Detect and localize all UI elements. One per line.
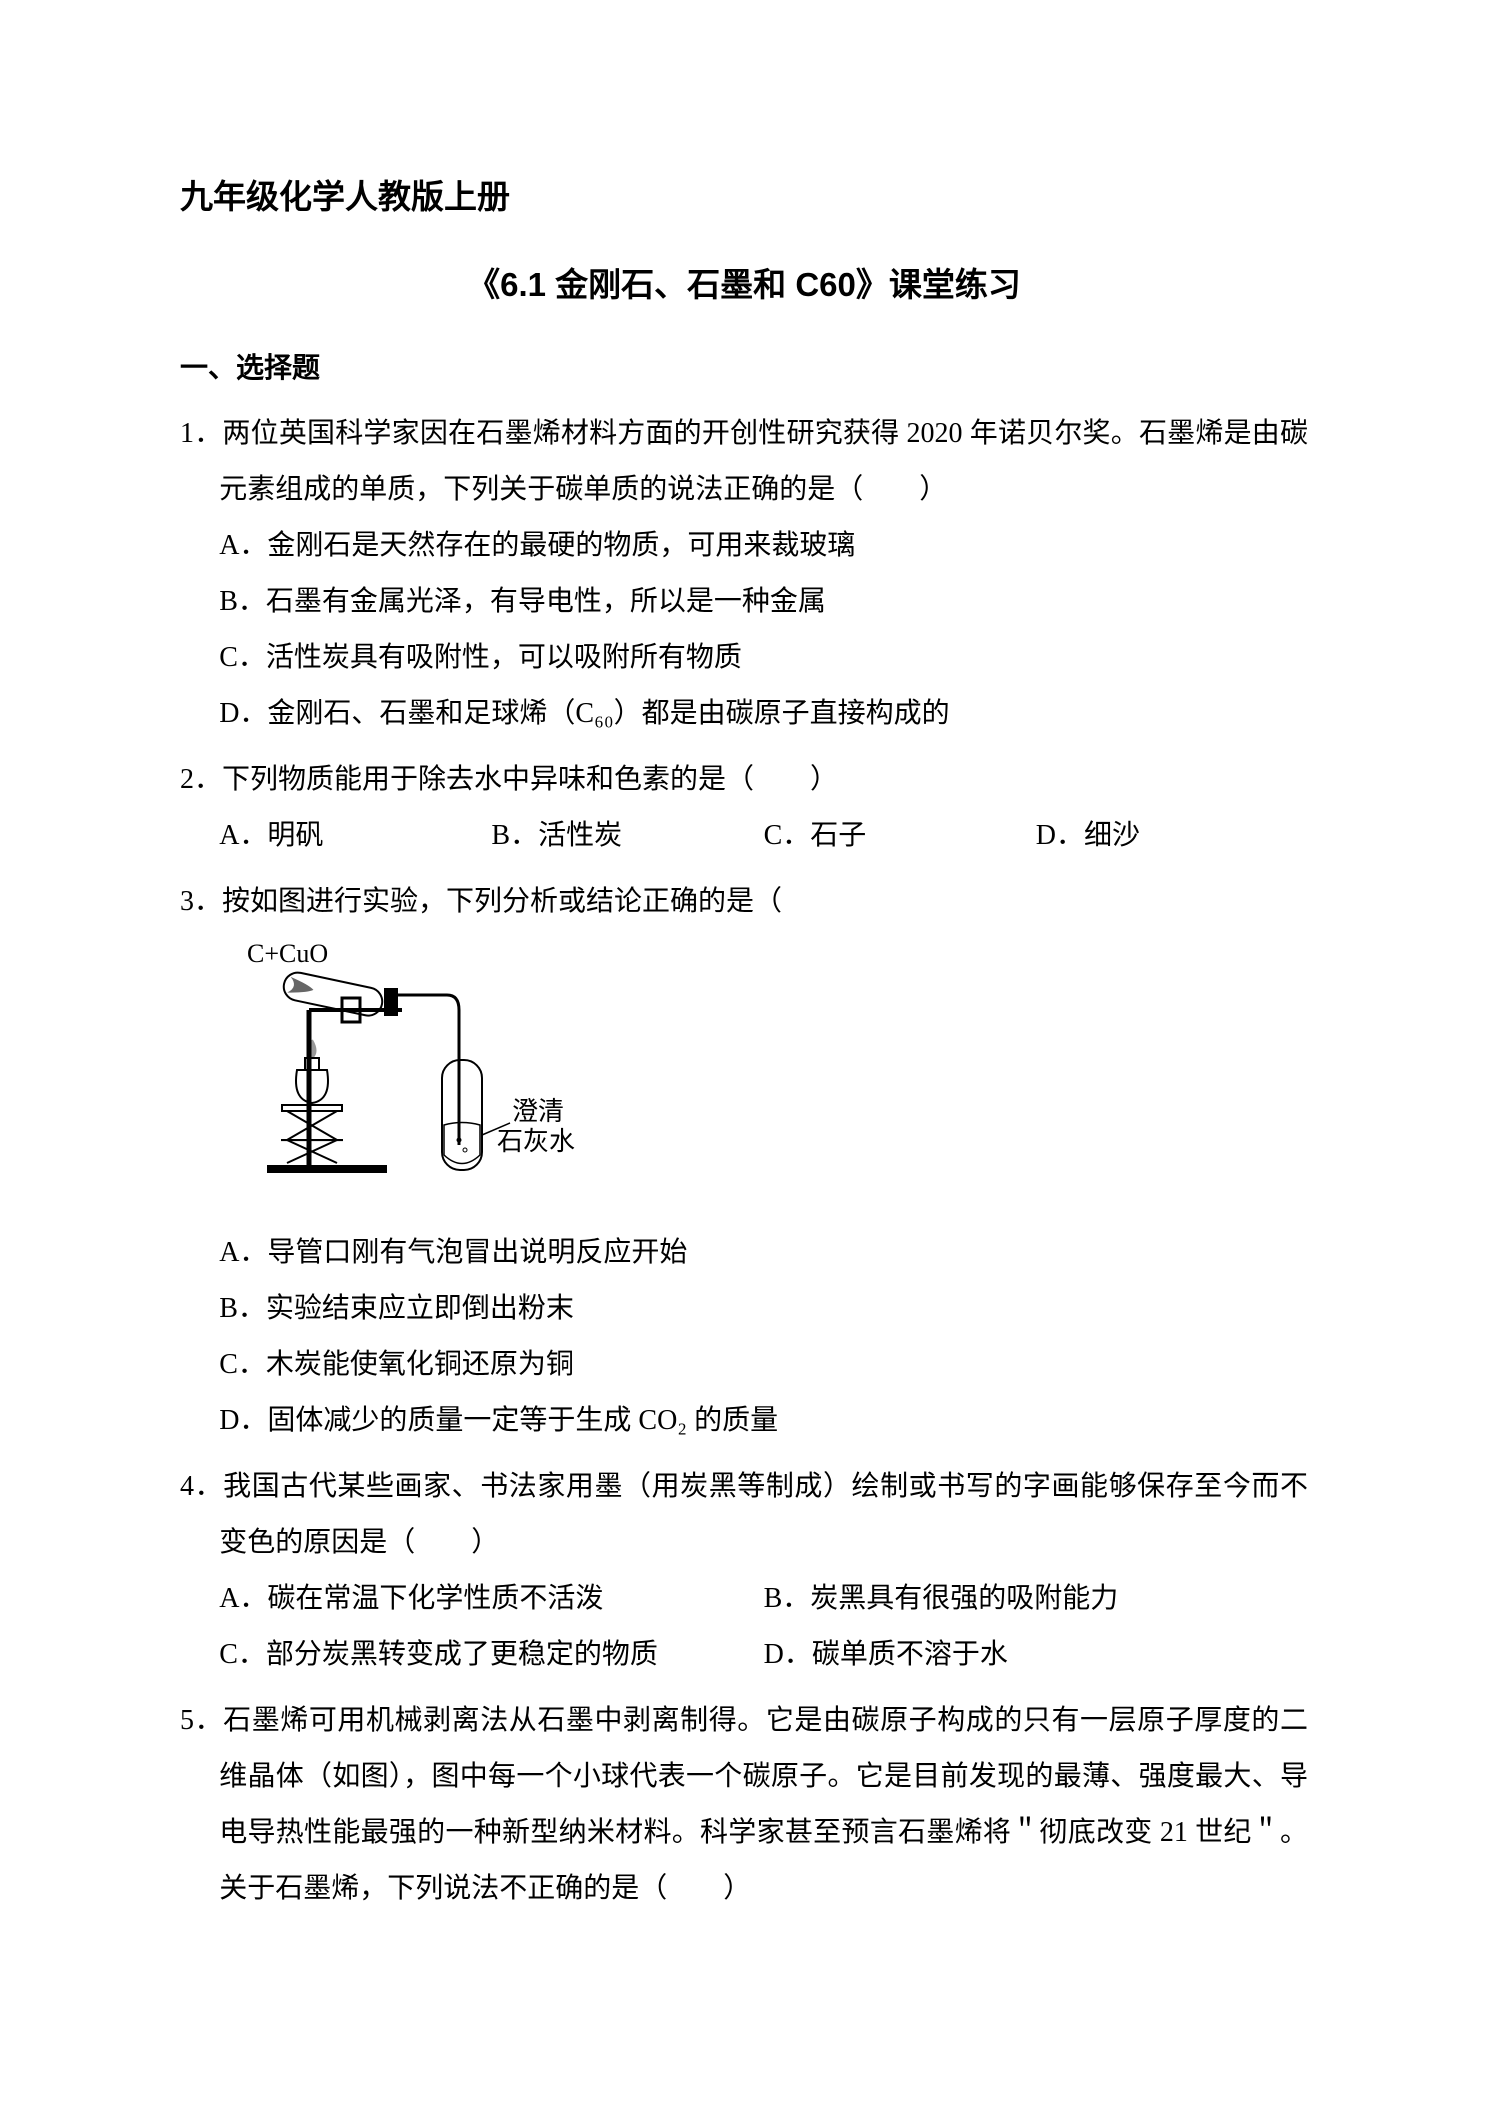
option-d: D．碳单质不溶于水 [764, 1627, 1308, 1683]
option-b: B．炭黑具有很强的吸附能力 [764, 1571, 1308, 1627]
option-a: A．金刚石是天然存在的最硬的物质，可用来裁玻璃 [180, 518, 1308, 574]
option-d: D．金刚石、石墨和足球烯（C₆₀）都是由碳原子直接构成的 [180, 686, 1308, 742]
question-stem: 5．石墨烯可用机械剥离法从石墨中剥离制得。它是由碳原子构成的只有一层原子厚度的二… [180, 1693, 1308, 1917]
option-b: B．活性炭 [491, 808, 763, 864]
option-b: B．石墨有金属光泽，有导电性，所以是一种金属 [180, 574, 1308, 630]
experiment-figure: C+CuO [180, 940, 1308, 1210]
option-c: C．部分炭黑转变成了更稳定的物质 [219, 1627, 763, 1683]
question-stem: 3．按如图进行实验，下列分析或结论正确的是（ [180, 874, 1308, 930]
chapter-title: 《6.1 金刚石、石墨和 C60》课堂练习 [180, 258, 1308, 306]
options-row: A．碳在常温下化学性质不活泼 B．炭黑具有很强的吸附能力 [180, 1571, 1308, 1627]
option-c: C．木炭能使氧化铜还原为铜 [180, 1337, 1308, 1393]
option-b: B．实验结束应立即倒出粉末 [180, 1281, 1308, 1337]
question-stem: 1．两位英国科学家因在石墨烯材料方面的开创性研究获得 2020 年诺贝尔奖。石墨… [180, 406, 1308, 518]
book-title: 九年级化学人教版上册 [180, 170, 1308, 218]
option-a: A．明矾 [219, 808, 491, 864]
question-1: 1．两位英国科学家因在石墨烯材料方面的开创性研究获得 2020 年诺贝尔奖。石墨… [180, 406, 1308, 742]
figure-label-r1: 澄清 [512, 1097, 564, 1126]
section-heading: 一、选择题 [180, 346, 1308, 386]
figure-label-top: C+CuO [247, 940, 328, 968]
question-3: 3．按如图进行实验，下列分析或结论正确的是（ C+CuO [180, 874, 1308, 1449]
option-a: A．导管口刚有气泡冒出说明反应开始 [180, 1225, 1308, 1281]
apparatus-svg: C+CuO [247, 940, 587, 1190]
option-c: C．石子 [764, 808, 1036, 864]
option-c: C．活性炭具有吸附性，可以吸附所有物质 [180, 630, 1308, 686]
option-a: A．碳在常温下化学性质不活泼 [219, 1571, 763, 1627]
question-2: 2．下列物质能用于除去水中异味和色素的是（ ） A．明矾 B．活性炭 C．石子 … [180, 752, 1308, 864]
options-row: A．明矾 B．活性炭 C．石子 D．细沙 [180, 808, 1308, 864]
question-stem: 2．下列物质能用于除去水中异味和色素的是（ ） [180, 752, 1308, 808]
question-4: 4．我国古代某些画家、书法家用墨（用炭黑等制成）绘制或书写的字画能够保存至今而不… [180, 1459, 1308, 1683]
option-d: D．细沙 [1036, 808, 1308, 864]
document-page: 九年级化学人教版上册 《6.1 金刚石、石墨和 C60》课堂练习 一、选择题 1… [0, 0, 1488, 2104]
option-d: D．固体减少的质量一定等于生成 CO₂ 的质量 [180, 1393, 1308, 1449]
figure-label-r2: 石灰水 [497, 1127, 575, 1156]
question-stem: 4．我国古代某些画家、书法家用墨（用炭黑等制成）绘制或书写的字画能够保存至今而不… [180, 1459, 1308, 1571]
options-row: C．部分炭黑转变成了更稳定的物质 D．碳单质不溶于水 [180, 1627, 1308, 1683]
question-5: 5．石墨烯可用机械剥离法从石墨中剥离制得。它是由碳原子构成的只有一层原子厚度的二… [180, 1693, 1308, 1917]
